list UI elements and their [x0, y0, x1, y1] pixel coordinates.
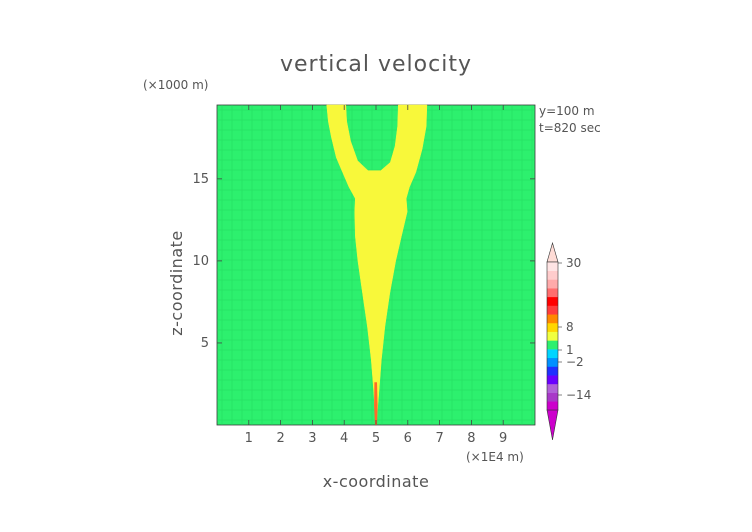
colorbar-segment: [547, 279, 558, 289]
colorbar-label: −14: [566, 388, 591, 402]
plot-area: [216, 104, 536, 426]
colorbar-segment: [547, 392, 558, 402]
x-tick-label: 3: [308, 431, 316, 446]
colorbar: 30 8 1−2 −14: [546, 241, 591, 441]
colorbar-segment: [547, 296, 558, 306]
x-unit-label: (×1E4 m): [466, 450, 524, 464]
y-axis-ticks: 5 10 15: [192, 172, 535, 351]
colorbar-label: 1: [566, 343, 574, 357]
updraft-plume: [326, 104, 428, 421]
x-axis-ticks: 1 2 3 4 5 6 7 8 9: [245, 105, 507, 446]
colorbar-label: 8: [566, 320, 574, 334]
x-tick-label: 5: [372, 431, 380, 446]
x-tick-label: 9: [499, 431, 507, 446]
info-time: t=820 sec: [539, 121, 601, 135]
colorbar-segment: [547, 331, 558, 341]
colorbar-segment: [547, 322, 558, 332]
y-tick-label: 15: [192, 172, 209, 187]
x-axis-label: x-coordinate: [323, 472, 430, 491]
y-unit-label: (×1000 m): [143, 78, 208, 92]
colorbar-segment: [547, 349, 558, 359]
colorbar-frame: [546, 261, 559, 411]
chart-title: vertical velocity: [280, 52, 472, 77]
colorbar-segment: [547, 262, 558, 272]
colorbar-segment: [547, 314, 558, 324]
colorbar-segment: [547, 288, 558, 298]
x-tick-label: 6: [404, 431, 412, 446]
colorbar-segment: [547, 383, 558, 393]
colorbar-segment: [547, 366, 558, 376]
x-tick-label: 4: [340, 431, 348, 446]
x-tick-label: 1: [245, 431, 253, 446]
y-axis-label: z-coordinate: [167, 230, 186, 336]
x-tick-label: 2: [276, 431, 284, 446]
info-y-position: y=100 m: [539, 104, 595, 118]
x-tick-label: 8: [467, 431, 475, 446]
y-tick-label: 5: [201, 336, 209, 351]
x-tick-label: 7: [435, 431, 443, 446]
colorbar-segment: [547, 401, 558, 411]
colorbar-label: 30: [566, 256, 581, 270]
y-tick-label: 10: [192, 254, 209, 269]
colorbar-segment: [547, 340, 558, 350]
colorbar-segment: [547, 357, 558, 367]
colorbar-segment: [547, 305, 558, 315]
updraft-core: [374, 382, 378, 425]
colorbar-segment: [547, 375, 558, 385]
colorbar-segment: [547, 270, 558, 280]
colorbar-label: −2: [566, 355, 584, 369]
